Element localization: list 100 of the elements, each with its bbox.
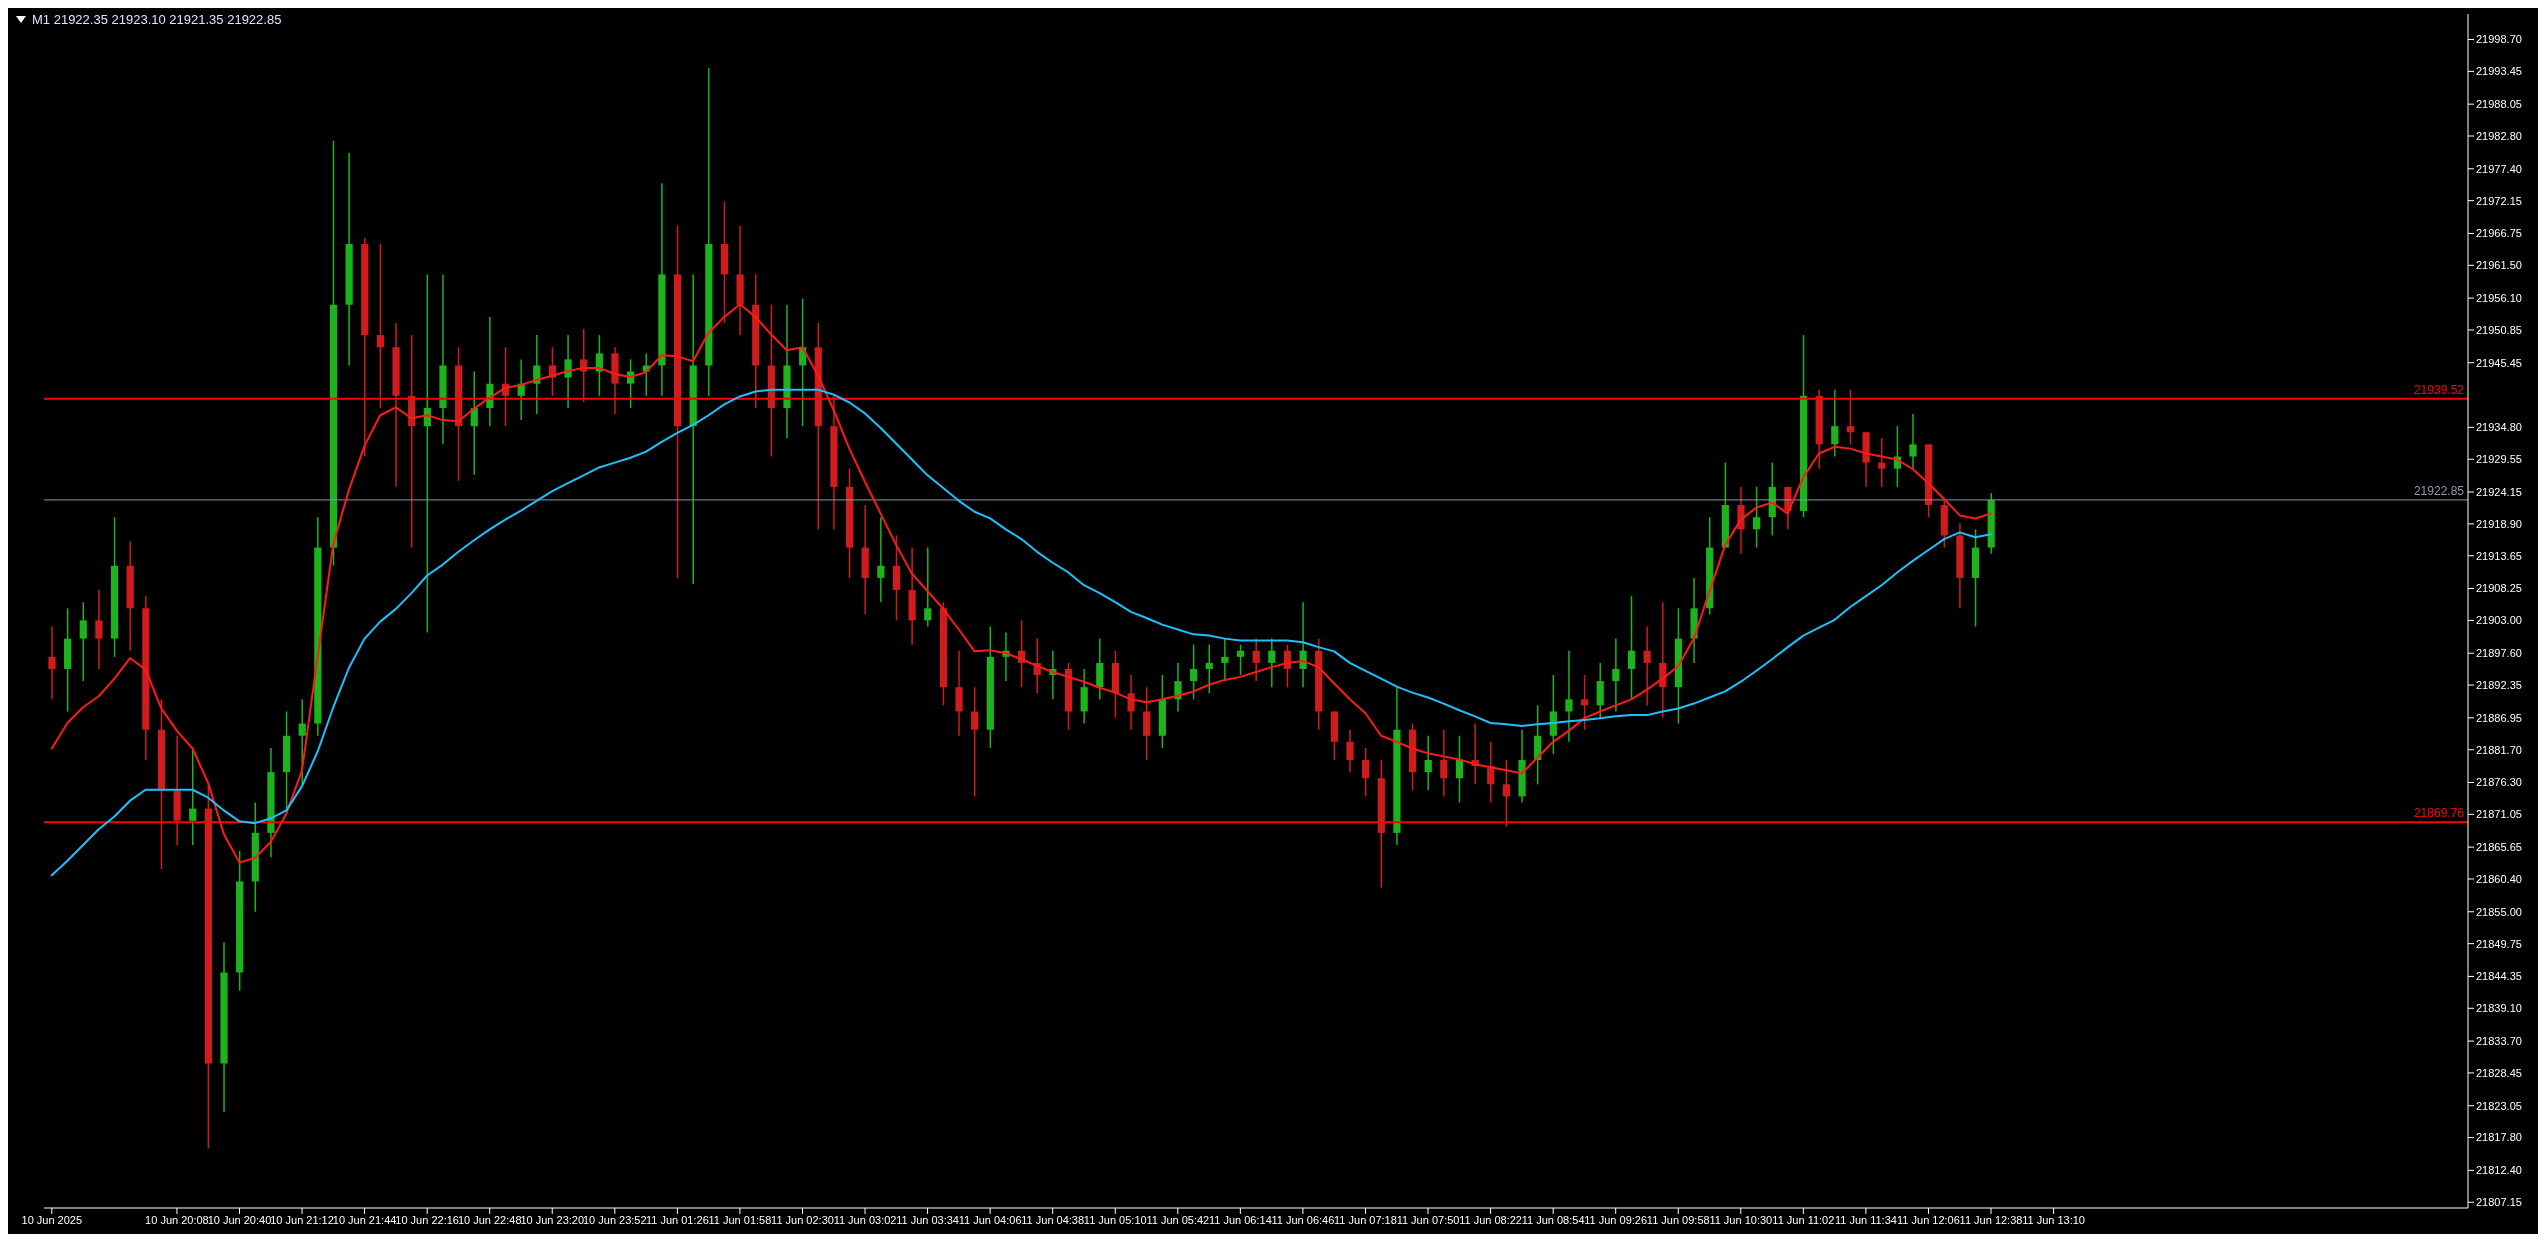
x-tick-label: 11 Jun 12:38 — [1959, 1213, 2023, 1226]
y-tick-label: 21913.65 — [2476, 549, 2522, 562]
x-tick-label: 11 Jun 12:06 — [1897, 1213, 1960, 1226]
y-tick-label: 21844.35 — [2476, 970, 2522, 983]
x-tick-label: 11 Jun 06:14 — [1208, 1213, 1272, 1226]
x-tick-label: 10 Jun 23:20 — [520, 1213, 585, 1226]
y-tick-label: 21924.15 — [2476, 485, 2522, 498]
x-tick-label: 11 Jun 01:58 — [708, 1213, 772, 1226]
y-tick-label: 21876.30 — [2476, 776, 2522, 789]
candlestick — [1831, 388, 1839, 458]
x-tick-label: 11 Jun 08:54 — [1521, 1213, 1585, 1226]
x-tick-label: 11 Jun 11:02 — [1772, 1213, 1835, 1226]
candlestick — [1455, 734, 1464, 804]
y-tick-label: 21945.45 — [2476, 356, 2522, 369]
candlestick — [1878, 437, 1886, 488]
y-tick-label: 21918.90 — [2476, 517, 2522, 530]
candlestick — [1346, 728, 1354, 773]
candlestick — [1565, 650, 1573, 743]
y-tick-label: 21929.55 — [2476, 453, 2522, 466]
y-tick-label: 21855.00 — [2476, 905, 2522, 918]
ref-line-label: 21922.85 — [2413, 483, 2465, 498]
y-tick-label: 21934.80 — [2476, 421, 2522, 434]
y-tick-label: 21966.75 — [2476, 227, 2522, 240]
x-tick-label: 10 Jun 21:12 — [270, 1213, 334, 1226]
y-tick-label: 21828.45 — [2476, 1066, 2522, 1079]
y-tick-label: 21988.05 — [2476, 98, 2522, 111]
y-tick-label: 21849.75 — [2476, 937, 2522, 950]
x-tick-label: 11 Jun 10:30 — [1709, 1213, 1773, 1226]
x-tick-label: 11 Jun 05:42 — [1146, 1213, 1210, 1226]
y-tick-label: 21881.70 — [2476, 743, 2522, 756]
candlestick — [877, 516, 885, 603]
candlestick — [376, 243, 385, 409]
y-tick-label: 21956.10 — [2476, 291, 2522, 304]
candlestick — [1440, 728, 1448, 798]
y-tick-label: 21839.10 — [2476, 1002, 2522, 1015]
candlestick — [48, 625, 56, 701]
y-tick-label: 21908.25 — [2476, 582, 2522, 595]
candlestick — [1753, 486, 1761, 549]
x-tick-label: 11 Jun 03:02 — [833, 1213, 897, 1226]
candlestick — [1127, 674, 1135, 731]
x-tick-label: 11 Jun 02:30 — [771, 1213, 834, 1226]
y-tick-label: 21998.70 — [2476, 33, 2522, 46]
chart-title: M1 21922.35 21923.10 21921.35 21922.85 — [32, 12, 282, 27]
x-tick-label: 11 Jun 03:34 — [896, 1213, 959, 1226]
y-tick-label: 21865.65 — [2476, 841, 2522, 854]
line-series — [50, 388, 1993, 877]
x-tick-label: 11 Jun 11:34 — [1834, 1213, 1897, 1226]
candlestick — [1190, 643, 1198, 701]
x-tick-label: 11 Jun 09:26 — [1584, 1213, 1648, 1226]
candlestick — [1236, 643, 1245, 676]
x-tick-label: 11 Jun 07:18 — [1334, 1213, 1397, 1226]
candlestick — [533, 334, 541, 415]
x-tick-label: 11 Jun 08:22 — [1459, 1213, 1522, 1226]
y-tick-label: 21860.40 — [2476, 872, 2522, 885]
candlestick — [95, 589, 103, 670]
x-tick-label: 10 Jun 21:44 — [332, 1213, 397, 1226]
y-tick-label: 21833.70 — [2476, 1034, 2522, 1047]
candlestick — [595, 334, 603, 397]
y-tick-label: 21961.50 — [2476, 259, 2522, 272]
y-tick-label: 21886.95 — [2476, 711, 2522, 724]
x-tick-label: 11 Jun 06:46 — [1271, 1213, 1335, 1226]
ref-line-label: 21869.76 — [2413, 806, 2465, 821]
candlestick — [1643, 625, 1651, 707]
y-tick-label: 21892.35 — [2476, 678, 2522, 691]
x-tick-label: 11 Jun 01:26 — [645, 1213, 709, 1226]
x-tick-label: 11 Jun 04:06 — [958, 1213, 1022, 1226]
candlestick — [1299, 601, 1307, 688]
candlestick — [1580, 674, 1589, 731]
candlestick — [1221, 637, 1229, 682]
x-tick-label: 11 Jun 13:10 — [2022, 1213, 2085, 1226]
y-tick-label: 21897.60 — [2476, 647, 2522, 660]
x-tick-label: 11 Jun 07:50 — [1396, 1213, 1460, 1226]
y-tick-label: 21977.40 — [2476, 162, 2522, 175]
candlestick — [1424, 734, 1432, 792]
x-tick-label: 10 Jun 20:40 — [207, 1213, 272, 1226]
line-series — [50, 303, 1993, 864]
candlestick — [1362, 747, 1370, 798]
candlestick — [1205, 643, 1213, 694]
y-tick-label: 21812.40 — [2476, 1164, 2522, 1177]
candlestick — [971, 686, 979, 798]
candlestick — [1502, 759, 1510, 828]
x-tick-label: 10 Jun 20:08 — [145, 1213, 209, 1226]
candlestick — [298, 698, 306, 786]
y-tick-label: 21823.05 — [2476, 1099, 2522, 1112]
x-tick-label: 11 Jun 04:38 — [1021, 1213, 1085, 1226]
candlestick — [1909, 413, 1917, 470]
candlestick — [924, 546, 932, 628]
y-tick-label: 21972.15 — [2476, 194, 2522, 207]
x-tick-label: 11 Jun 05:10 — [1083, 1213, 1147, 1226]
x-tick-label: 10 Jun 22:16 — [395, 1213, 459, 1226]
candlestick — [1627, 595, 1636, 701]
x-tick-label: 11 Jun 09:58 — [1646, 1213, 1710, 1226]
y-tick-label: 21871.05 — [2476, 808, 2522, 821]
x-tick-label: 10 Jun 23:52 — [583, 1213, 647, 1226]
y-tick-label: 21817.80 — [2476, 1131, 2522, 1144]
y-tick-label: 21807.15 — [2476, 1196, 2522, 1209]
candlestick — [1846, 388, 1855, 446]
ref-line-label: 21939.52 — [2413, 382, 2465, 397]
y-tick-label: 21950.85 — [2476, 323, 2522, 336]
x-tick-label: 10 Jun 2025 — [21, 1213, 83, 1226]
